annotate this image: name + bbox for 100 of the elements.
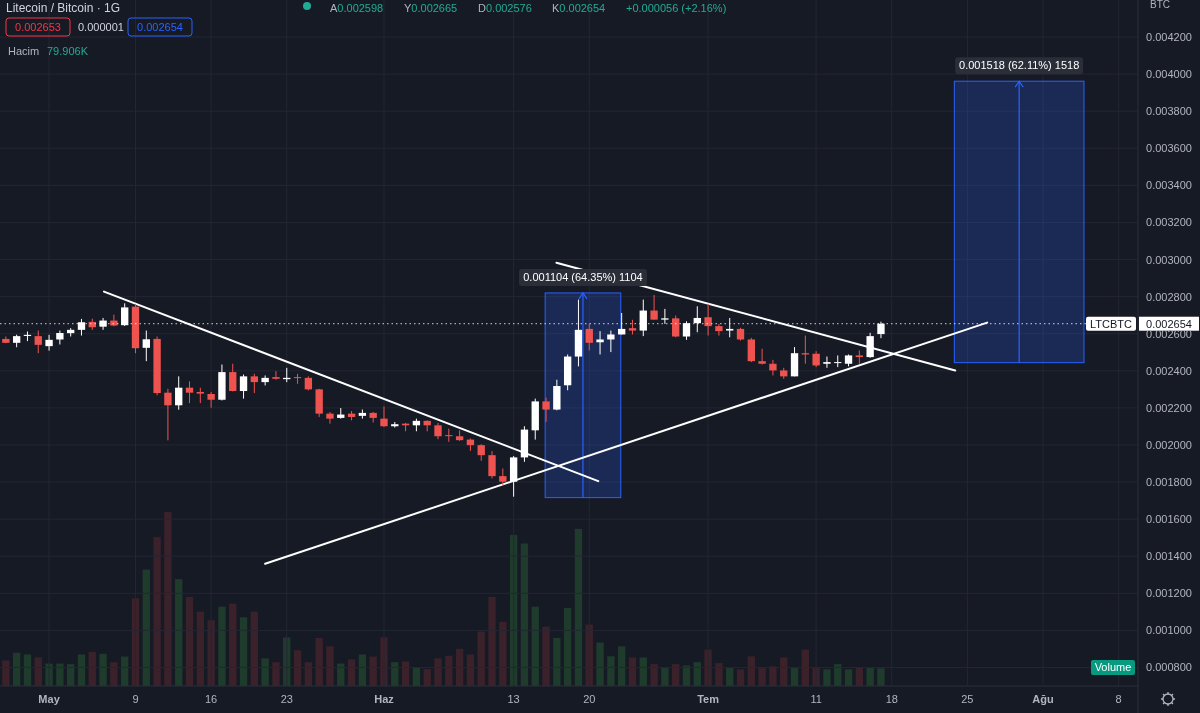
- bar: [563, 607, 572, 686]
- bar: [823, 669, 831, 686]
- y-tick-label: 0.001400: [1146, 550, 1192, 563]
- x-tick-label: May: [38, 693, 61, 705]
- candlestick: [855, 349, 864, 365]
- candlestick: [175, 375, 183, 411]
- y-axis-title: BTC: [1150, 0, 1170, 10]
- y-tick-label: 0.002800: [1146, 290, 1192, 303]
- bar: [315, 637, 323, 686]
- bar: [218, 606, 226, 686]
- bar: [196, 611, 204, 686]
- bar: [34, 657, 42, 686]
- annotation: Volume: [1094, 661, 1132, 673]
- bar: [618, 646, 626, 686]
- x-tick-label: 9: [132, 693, 139, 705]
- bar: [628, 657, 637, 686]
- band-label: 0.001518 (62.11%) 1518: [959, 59, 1080, 72]
- candlestick: [445, 428, 453, 443]
- y-tick-label: 0.002400: [1146, 364, 1192, 377]
- candlestick: [704, 303, 712, 337]
- bar: [99, 653, 107, 686]
- candlestick: [715, 323, 723, 337]
- y-tick-label: 0.001600: [1146, 513, 1192, 526]
- y-tick-label: 0.004000: [1146, 68, 1192, 81]
- annotation: K0.002654: [552, 2, 606, 14]
- bar: [639, 657, 647, 686]
- candlestick: [380, 405, 388, 428]
- bar: [790, 668, 799, 686]
- candlestick: [34, 330, 42, 354]
- y-tick-label: 0.003800: [1146, 105, 1192, 118]
- bar: [736, 669, 745, 686]
- bar: [574, 528, 583, 686]
- bar: [110, 662, 118, 686]
- bar: [553, 637, 561, 686]
- bar: [142, 569, 150, 686]
- annotation: Hacim: [8, 45, 40, 57]
- bar: [877, 668, 885, 686]
- candlestick: [239, 374, 248, 400]
- y-tick-label: 0.003600: [1146, 142, 1192, 155]
- bar: [2, 660, 10, 686]
- bar: [726, 668, 734, 686]
- candlestick: [229, 363, 237, 392]
- bar: [293, 650, 302, 686]
- annotation: +0.000056 (+2.16%): [626, 2, 727, 14]
- candlestick: [866, 332, 874, 359]
- candlestick: [261, 374, 269, 386]
- bar: [239, 617, 248, 686]
- y-tick-label: 0.001000: [1146, 624, 1192, 637]
- candlestick: [250, 373, 259, 394]
- y-tick-label: 0.003200: [1146, 216, 1192, 229]
- candlestick: [553, 379, 561, 411]
- bar: [153, 537, 161, 686]
- bar: [596, 642, 604, 686]
- candlestick: [790, 346, 799, 377]
- candlestick: [834, 354, 842, 368]
- bar: [434, 658, 442, 686]
- bar: [185, 596, 194, 686]
- candlestick: [758, 348, 766, 366]
- x-tick-label: 18: [885, 693, 898, 705]
- candlestick: [272, 370, 280, 381]
- bar: [423, 669, 431, 686]
- y-tick-label: 0.001200: [1146, 587, 1192, 600]
- bar: [520, 543, 529, 686]
- y-tick-label: 0.004200: [1146, 31, 1192, 44]
- candlestick: [185, 380, 194, 404]
- bar: [477, 631, 485, 686]
- candlestick: [650, 294, 658, 321]
- bar: [56, 663, 64, 686]
- annotation: A0.002598: [330, 2, 384, 14]
- text: 0.002654: [1146, 317, 1192, 330]
- x-tick-label: 8: [1115, 693, 1122, 705]
- candlestick: [596, 330, 604, 355]
- candlestick: [607, 330, 615, 353]
- bar: [272, 662, 280, 686]
- annotation: 0.002654: [137, 21, 183, 33]
- candlestick: [110, 314, 118, 327]
- candlestick: [45, 334, 53, 352]
- chart-title: Litecoin / Bitcoin · 1G: [6, 1, 121, 15]
- y-tick-label: 0.000800: [1146, 661, 1192, 674]
- bar: [326, 646, 334, 686]
- x-tick-label: Haz: [374, 693, 395, 705]
- bar: [844, 669, 853, 686]
- bar: [607, 656, 615, 686]
- candlestick: [142, 330, 150, 362]
- bar: [769, 666, 777, 686]
- candlestick: [207, 391, 215, 409]
- candlestick: [56, 330, 64, 345]
- x-tick-label: Ağu: [1032, 693, 1054, 705]
- bar: [488, 596, 496, 686]
- annotation: 79.906K: [47, 45, 89, 57]
- candlestick: [585, 323, 593, 351]
- x-tick-label: 25: [961, 693, 974, 705]
- bar: [780, 657, 788, 686]
- bar: [261, 658, 269, 686]
- candlestick: [164, 388, 172, 441]
- candlestick: [326, 411, 334, 425]
- bar: [758, 668, 766, 686]
- annotation: 0.000001: [78, 21, 124, 33]
- bar: [229, 603, 237, 686]
- y-tick-label: 0.002600: [1146, 327, 1192, 340]
